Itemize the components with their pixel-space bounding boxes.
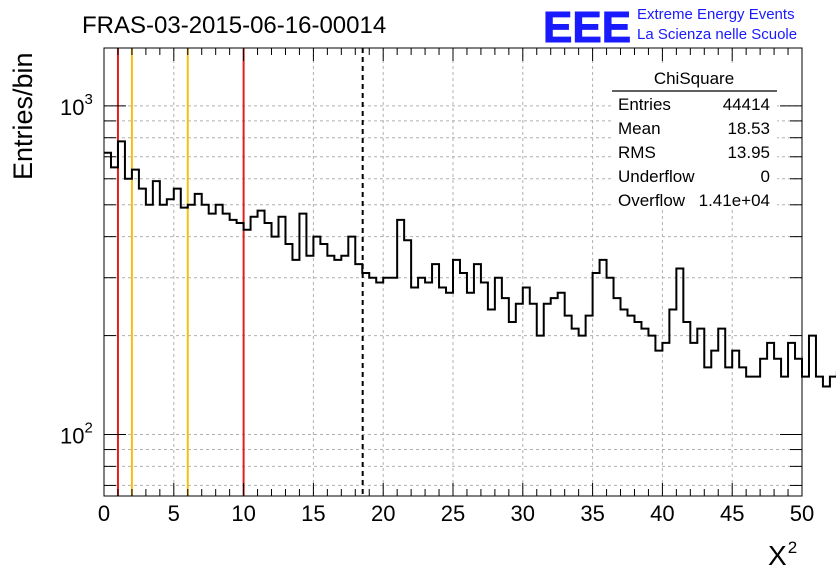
histogram-series [104,140,836,388]
histogram-line [104,140,836,388]
stats-label-mean: Mean [618,119,661,138]
x-tick-label: 50 [790,501,814,526]
y-tick-label-base: 10 [60,95,84,120]
chart-title: FRAS-03-2015-06-16-00014 [82,12,386,39]
y-tick-label: 102 [60,420,93,449]
stats-value-overflow: 1.41e+04 [699,191,770,210]
plot-frame [103,47,803,497]
x-tick-label: 5 [168,501,180,526]
y-tick-label-exp: 3 [84,91,92,108]
stats-box-bg [612,64,777,210]
x-tick-label: 25 [441,501,465,526]
x-tick-label: 45 [720,501,744,526]
x-tick-label: 20 [371,501,395,526]
vertical-lines [116,48,364,496]
stats-label-entries: Entries [618,95,671,114]
x-axis-title-exp: 2 [788,538,797,557]
x-tick-label: 0 [98,501,110,526]
stats-value-underflow: 0 [761,167,770,186]
stats-box-title: ChiSquare [654,69,734,88]
stats-label-rms: RMS [618,143,656,162]
stats-value-entries: 44414 [723,95,770,114]
x-tick-label: 40 [650,501,674,526]
stats-rows: Entries 44414 Mean 18.53 RMS 13.95 Underflow 0 O… [618,95,770,210]
x-tick-label: 10 [231,501,255,526]
stats-box: ChiSquare Entries 44414 Mean 18.53 RMS 13.95 U… [612,64,777,210]
y-tick-label: 103 [60,91,93,120]
stats-value-mean: 18.53 [727,119,770,138]
x-tick-label: 15 [301,501,325,526]
eee-logo: EEE Extreme Energy Events La Scienza nel… [543,3,798,53]
stats-label-underflow: Underflow [618,167,695,186]
stats-value-rms: 13.95 [727,143,770,162]
y-tick-label-base: 10 [60,424,84,449]
x-tick-label: 35 [580,501,604,526]
eee-logo-line1: Extreme Energy Events [637,6,795,23]
y-tick-label-exp: 2 [84,420,92,437]
stats-label-overflow: Overflow [618,191,686,210]
y-axis-title: Entries/bin [8,52,38,180]
eee-logo-mark: EEE [543,3,631,52]
x-axis-title-base: X [768,540,787,571]
x-tick-label: 30 [511,501,535,526]
x-axis-title: X2 [768,538,797,571]
eee-logo-line2: La Scienza nelle Scuole [637,26,797,43]
